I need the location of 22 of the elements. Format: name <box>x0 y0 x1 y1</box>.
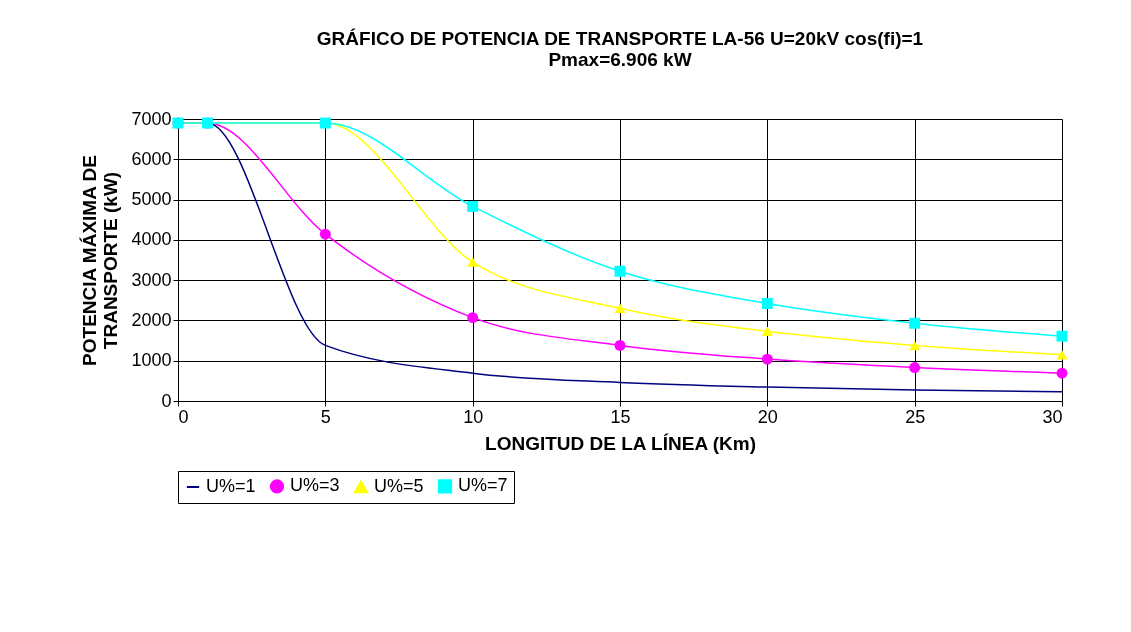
legend-label: U%=7 <box>458 475 508 496</box>
x-tick-label: 25 <box>905 406 926 427</box>
x-tick-label: 0 <box>178 406 189 427</box>
y-tick-label: 7000 <box>131 108 172 129</box>
y-tick-label: 0 <box>161 390 172 411</box>
chart-title: GRÁFICO DE POTENCIA DE TRANSPORTE LA-56 U=20kV cos(fi)=1 Pmax=6.906 kW <box>316 28 924 70</box>
x-tick-label: 5 <box>320 406 331 427</box>
y-axis-title: POTENCIA MÁXIMA DE TRANSPORTE (kW) <box>79 155 122 366</box>
x-tick-label: 10 <box>463 406 484 427</box>
x-tick-label: 20 <box>757 406 778 427</box>
y-tick-label: 1000 <box>131 350 172 371</box>
x-axis-title: LONGITUD DE LA LÍNEA (Km) <box>485 432 756 454</box>
x-tick-label: 30 <box>1042 406 1063 427</box>
y-tick-label: 2000 <box>131 309 172 330</box>
legend-label: U%=3 <box>290 475 340 496</box>
y-tick-label: 3000 <box>131 269 172 290</box>
legend-label: U%=1 <box>206 476 256 496</box>
legend-label: U%=5 <box>374 475 424 496</box>
y-tick-label: 4000 <box>131 229 172 250</box>
y-tick-label: 5000 <box>131 189 172 210</box>
y-tick-label: 6000 <box>131 148 172 169</box>
x-tick-label: 15 <box>610 406 631 427</box>
